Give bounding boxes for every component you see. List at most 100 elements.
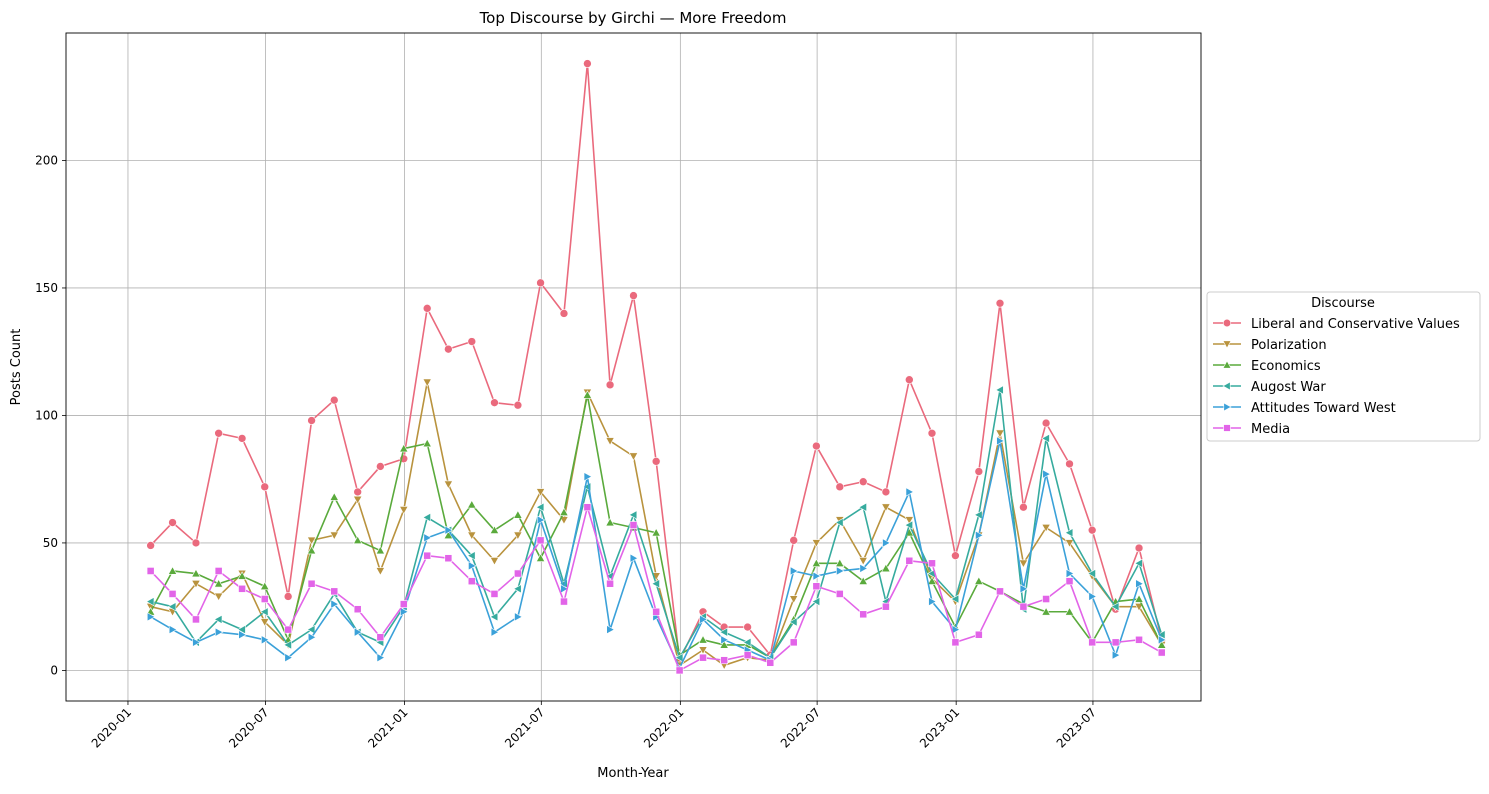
data-point — [605, 517, 615, 527]
data-point — [628, 510, 638, 520]
data-point — [444, 344, 453, 354]
data-point — [283, 592, 293, 601]
legend-label: Augost War — [1251, 380, 1326, 395]
data-point — [1088, 591, 1098, 602]
data-point — [514, 569, 522, 578]
data-point — [1064, 528, 1074, 538]
data-point — [881, 487, 891, 497]
data-point — [975, 530, 984, 540]
data-point — [881, 503, 891, 513]
legend-item: Attitudes Toward West — [1213, 401, 1396, 416]
data-point — [376, 633, 385, 642]
data-point — [719, 627, 728, 637]
data-point — [422, 304, 432, 313]
data-point — [905, 375, 914, 385]
legend-item: Liberal and Conservative Values — [1213, 317, 1460, 332]
y-tick-label: 100 — [35, 408, 58, 422]
data-point — [467, 531, 477, 541]
data-point — [444, 554, 453, 563]
data-point — [353, 487, 362, 497]
data-point — [352, 495, 363, 505]
data-point — [927, 576, 937, 585]
data-point — [996, 587, 1004, 596]
x-tick-label: 2021-07 — [502, 705, 547, 750]
data-point — [720, 635, 729, 645]
data-point — [1019, 602, 1028, 611]
legend: Discourse Liberal and Conservative Value… — [1206, 291, 1481, 442]
data-point — [698, 646, 708, 655]
data-point — [375, 567, 386, 576]
data-point — [995, 385, 1004, 395]
data-point — [996, 436, 1005, 446]
series-layer — [145, 59, 1167, 675]
data-point — [1041, 523, 1051, 533]
data-point — [489, 525, 500, 534]
data-point — [306, 536, 317, 546]
data-point — [974, 510, 983, 520]
chart-title: Top Discourse by Girchi — More Freedom — [479, 9, 787, 27]
data-point — [214, 429, 223, 438]
data-point — [651, 579, 660, 589]
data-point — [237, 571, 247, 580]
data-point — [192, 615, 200, 624]
data-point — [1018, 559, 1029, 569]
y-tick-label: 150 — [35, 281, 58, 295]
x-tick-label: 2020-01 — [89, 705, 134, 750]
data-point — [974, 467, 984, 476]
legend-item: Polarization — [1213, 338, 1327, 353]
data-point — [329, 395, 339, 405]
data-point — [811, 539, 822, 548]
plot-frame — [65, 32, 1202, 702]
data-point — [489, 612, 499, 622]
data-point — [651, 527, 661, 537]
data-point — [1135, 579, 1144, 589]
data-point — [881, 563, 891, 573]
data-point — [399, 600, 408, 608]
data-point — [651, 457, 661, 466]
data-point — [951, 551, 960, 560]
data-point — [146, 567, 155, 575]
data-point — [423, 551, 432, 560]
data-point — [1134, 594, 1144, 603]
data-point — [535, 553, 546, 562]
data-point — [789, 638, 798, 647]
data-point — [836, 566, 845, 576]
series-2 — [145, 390, 1167, 662]
data-point — [468, 561, 477, 571]
data-point — [583, 59, 592, 68]
data-point — [191, 580, 201, 589]
data-point — [904, 516, 915, 525]
data-point — [307, 416, 316, 425]
legend-title: Discourse — [1311, 296, 1375, 311]
data-point — [559, 516, 569, 525]
data-point — [444, 525, 454, 535]
data-point — [536, 278, 545, 288]
y-tick-label: 200 — [35, 153, 58, 167]
data-point — [237, 434, 247, 443]
x-tick-label: 2020-07 — [226, 705, 271, 750]
data-point — [260, 595, 269, 603]
data-point — [237, 624, 246, 635]
x-tick-label: 2021-01 — [365, 705, 410, 750]
data-point — [1019, 502, 1028, 512]
series-line — [150, 440, 1163, 669]
data-point — [467, 499, 477, 509]
data-point — [812, 441, 821, 451]
data-point — [582, 390, 593, 399]
data-point — [443, 480, 454, 490]
data-point — [859, 563, 869, 574]
data-point — [1065, 568, 1075, 579]
legend-item: Economics — [1213, 359, 1321, 374]
data-point — [422, 512, 431, 523]
data-point — [213, 578, 224, 588]
data-point — [536, 536, 545, 545]
data-point — [284, 625, 293, 634]
series-line — [150, 381, 1163, 667]
data-point — [789, 536, 798, 545]
data-point — [559, 309, 569, 318]
data-point — [606, 624, 615, 635]
data-point — [145, 596, 155, 607]
data-point — [353, 605, 362, 614]
data-point — [376, 462, 385, 471]
data-point — [605, 437, 615, 446]
